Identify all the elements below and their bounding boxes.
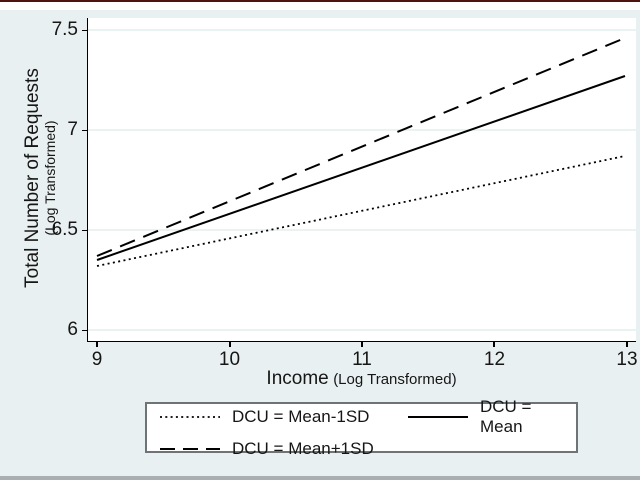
x-tick-label: 12	[483, 349, 506, 370]
x-tick	[228, 342, 231, 347]
chart-lines-svg	[88, 29, 636, 331]
window-edge-bottom	[0, 476, 640, 480]
x-axis-title-main: Income	[266, 368, 329, 389]
solid-line-swatch-icon	[408, 415, 468, 418]
x-tick	[96, 342, 98, 347]
y-tick	[82, 130, 87, 131]
x-axis-title: Income (Log Transformed)	[87, 368, 636, 390]
legend-entry-mean-minus-1sd: DCU = Mean-1SD	[159, 397, 407, 437]
y-tick	[82, 330, 87, 331]
legend-label: DCU = Mean+1SD	[232, 438, 374, 458]
legend-box: DCU = Mean-1SD DCU = Mean DCU = Mean+1SD	[145, 397, 578, 458]
window-edge-top	[0, 0, 640, 2]
y-tick-label: 6	[67, 319, 78, 340]
window-edge-top-white	[0, 2, 640, 10]
legend-label: DCU = Mean-1SD	[232, 406, 370, 426]
x-tick	[493, 342, 496, 347]
x-tick-label: 10	[218, 349, 241, 370]
series-line-dashed	[96, 37, 626, 257]
x-tick-label: 11	[352, 349, 372, 370]
y-tick	[82, 30, 87, 31]
plot-area	[87, 18, 636, 342]
series-line-solid	[96, 75, 626, 261]
y-tick-label: 7	[67, 119, 78, 140]
x-tick-label: 13	[616, 349, 638, 370]
x-axis-title-sub: (Log Transformed)	[333, 371, 457, 388]
y-tick-label: 6.5	[51, 219, 78, 240]
y-tick-label: 7.5	[51, 19, 78, 40]
dashed-line-swatch-icon	[160, 447, 220, 450]
y-axis-title-sub: (Log Transformed)	[42, 120, 58, 236]
x-tick	[625, 342, 628, 347]
legend-entry-mean: DCU = Mean	[407, 397, 576, 437]
y-axis-title-main: Total Number of Requests	[22, 68, 43, 288]
x-tick	[361, 342, 363, 347]
x-tick-label: 9	[91, 349, 103, 370]
dotted-line-swatch-icon	[160, 415, 220, 418]
y-tick	[82, 230, 87, 231]
legend-entry-mean-plus-1sd: DCU = Mean+1SD	[159, 439, 407, 459]
legend-label: DCU = Mean	[480, 396, 532, 436]
series-line-dotted	[96, 155, 626, 267]
y-axis-title: Total Number of Requests (Log Transforme…	[22, 8, 62, 348]
